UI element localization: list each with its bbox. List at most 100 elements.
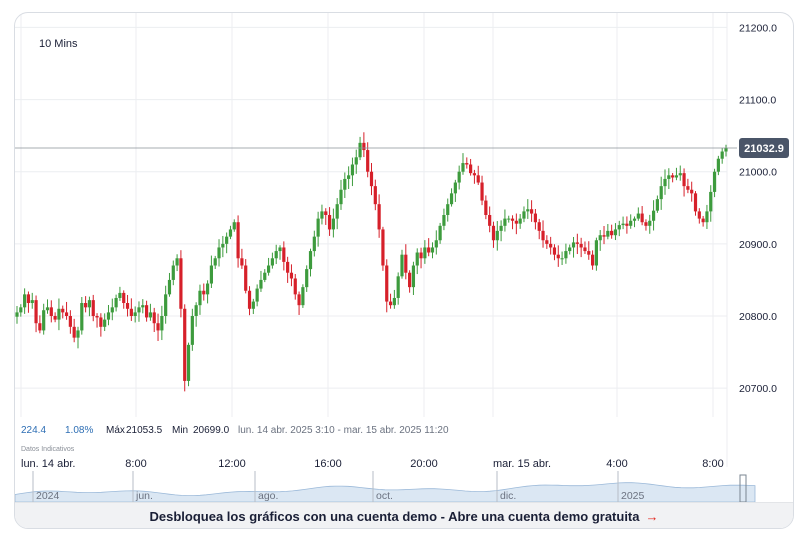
- candle: [423, 240, 427, 264]
- demo-account-banner[interactable]: Desbloquea los gráficos con una cuenta d…: [15, 502, 793, 528]
- candle: [129, 298, 133, 321]
- candle-body: [324, 211, 328, 215]
- candle-body: [663, 178, 667, 187]
- interval-label[interactable]: 10 Mins: [39, 38, 78, 50]
- date-range: lun. 14 abr. 2025 3:10 - mar. 15 abr. 20…: [238, 425, 449, 436]
- candle: [415, 248, 419, 275]
- candle-body: [213, 258, 217, 266]
- demo-cta-text[interactable]: Desbloquea los gráficos con una cuenta d…: [149, 508, 640, 524]
- candle-body: [358, 142, 362, 158]
- candle-body: [343, 178, 347, 190]
- candle: [118, 286, 122, 301]
- candle-body: [236, 222, 240, 259]
- candle-body: [190, 316, 194, 345]
- candle-body: [205, 283, 210, 295]
- candle: [301, 284, 305, 308]
- candle: [427, 238, 431, 257]
- x-tick-label: 16:00: [314, 458, 342, 470]
- candle-body: [156, 323, 160, 331]
- candle-body: [263, 272, 267, 280]
- candle: [590, 250, 595, 270]
- candle: [23, 288, 27, 314]
- candle-body: [712, 171, 717, 192]
- candle-body: [491, 225, 496, 241]
- candle-body: [503, 218, 507, 226]
- change-value: 224.4: [21, 425, 46, 436]
- navigator[interactable]: 2024 jun. ago. oct. dic. 2025: [15, 471, 756, 503]
- navigator-label: ago.: [258, 490, 278, 502]
- candle: [122, 290, 126, 309]
- candle-body: [404, 254, 408, 273]
- candle: [358, 136, 362, 161]
- candle-body: [655, 199, 659, 211]
- candle: [312, 230, 316, 257]
- stats-bar: 224.4 1.08% Máx 21053.5 Min 20699.0 lun.…: [21, 425, 449, 436]
- candle: [76, 326, 80, 349]
- candle-body: [347, 175, 351, 179]
- candle: [556, 245, 560, 267]
- candle: [564, 243, 568, 264]
- candles: [15, 132, 728, 392]
- candle-body: [354, 157, 358, 165]
- candle-body: [373, 186, 377, 205]
- candle-body: [434, 240, 438, 248]
- candle-body: [724, 147, 728, 152]
- candle-body: [560, 258, 564, 260]
- candle: [327, 207, 332, 236]
- candle-body: [72, 326, 76, 338]
- candle: [266, 257, 271, 276]
- candle-body: [49, 307, 53, 316]
- candle: [575, 233, 579, 255]
- candle: [465, 157, 469, 169]
- candle: [587, 241, 591, 260]
- candle: [503, 209, 507, 232]
- candle: [282, 241, 286, 271]
- candle: [236, 215, 240, 268]
- x-tick-label: 8:00: [125, 458, 146, 470]
- candle-body: [57, 308, 61, 320]
- candle: [636, 207, 640, 221]
- candle-body: [533, 213, 538, 223]
- candle: [217, 239, 221, 267]
- candle-body: [331, 218, 335, 230]
- candle-body: [690, 189, 694, 194]
- candle: [381, 226, 385, 271]
- candle-body: [640, 213, 644, 223]
- candle-body: [411, 265, 416, 288]
- candle: [461, 153, 465, 175]
- candle: [286, 256, 290, 283]
- candle-body: [522, 211, 526, 219]
- candlestick-chart[interactable]: 20700.0 20800.0 20900.0 21000.0 21100.0 21200…: [15, 13, 793, 503]
- candle-body: [286, 261, 290, 273]
- candle-body: [305, 269, 309, 288]
- candle-body: [667, 175, 671, 179]
- candle: [263, 269, 267, 283]
- candle-body: [408, 272, 412, 288]
- candle-body: [335, 204, 339, 219]
- candle: [34, 295, 38, 333]
- candle-body: [610, 230, 614, 236]
- candle: [167, 272, 172, 297]
- candle-body: [499, 225, 503, 231]
- navigator-labels: 2024 jun. ago. oct. dic. 2025: [32, 471, 645, 502]
- candle-body: [350, 164, 355, 176]
- candle-body: [145, 305, 149, 318]
- candle-body: [164, 294, 168, 316]
- navigator-label: 2024: [36, 490, 60, 502]
- candle-body: [141, 305, 145, 308]
- candle-body: [23, 294, 27, 308]
- candle: [205, 280, 210, 304]
- candle-body: [629, 220, 633, 226]
- candle: [705, 204, 709, 229]
- candle: [369, 163, 374, 196]
- candle: [686, 178, 690, 194]
- candle: [247, 286, 252, 316]
- candle-body: [388, 301, 393, 306]
- candle: [343, 172, 347, 198]
- candle-body: [693, 193, 698, 212]
- candle: [583, 241, 587, 254]
- candle: [293, 274, 297, 300]
- candle-body: [556, 254, 560, 259]
- candle: [19, 304, 23, 317]
- candle: [606, 224, 610, 240]
